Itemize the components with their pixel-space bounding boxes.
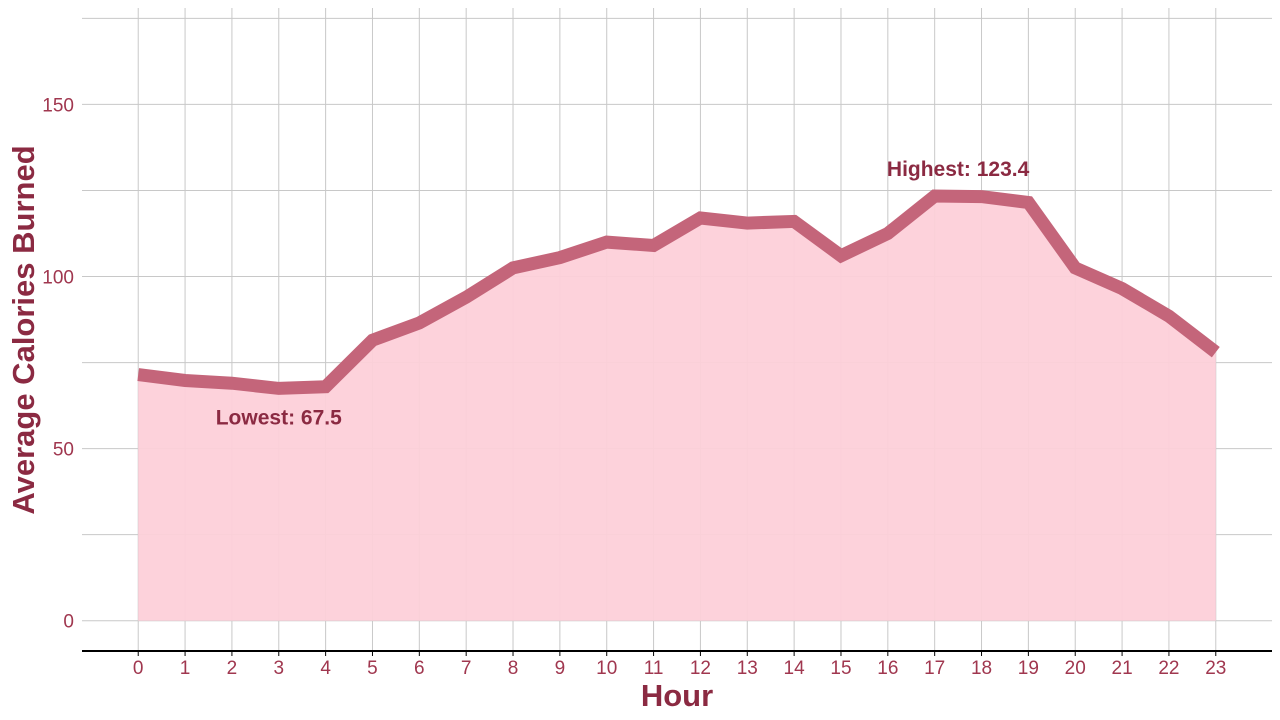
- y-tick-label: 100: [42, 268, 74, 289]
- x-tick-label: 10: [596, 658, 617, 679]
- annotation-lowest: Lowest: 67.5: [216, 406, 342, 429]
- x-tick-label: 16: [877, 658, 898, 679]
- series-line: [137, 189, 1220, 395]
- y-tick-label: 150: [42, 95, 74, 116]
- x-tick-label: 2: [227, 658, 238, 679]
- x-tick-label: 13: [737, 658, 758, 679]
- x-tick-label: 7: [461, 658, 472, 679]
- x-tick-label: 15: [830, 658, 851, 679]
- x-tick-label: 8: [508, 658, 519, 679]
- x-tick-label: 17: [924, 658, 945, 679]
- x-tick-label: 20: [1065, 658, 1086, 679]
- x-tick-label: 18: [971, 658, 992, 679]
- x-tick-label: 11: [644, 658, 664, 679]
- x-axis-title: Hour: [641, 678, 713, 713]
- x-tick-label: 5: [367, 658, 378, 679]
- y-tick-label: 0: [63, 612, 74, 633]
- x-tick-label: 23: [1205, 658, 1226, 679]
- x-tick-label: 12: [690, 658, 711, 679]
- x-tick-label: 0: [133, 658, 144, 679]
- x-tick-label: 1: [180, 658, 191, 679]
- x-tick-label: 9: [555, 658, 566, 679]
- x-tick-label: 4: [320, 658, 331, 679]
- x-tick-label: 3: [273, 658, 284, 679]
- x-tick-label: 22: [1158, 658, 1179, 679]
- annotation-highest: Highest: 123.4: [887, 158, 1030, 181]
- y-axis-title: Average Calories Burned: [6, 145, 41, 514]
- x-tick-label: 21: [1112, 658, 1133, 679]
- x-tick-label: 19: [1018, 658, 1039, 679]
- x-tick-label: 14: [784, 658, 806, 679]
- x-tick-label: 6: [414, 658, 425, 679]
- y-tick-label: 50: [53, 440, 74, 461]
- area-fill: [138, 196, 1216, 621]
